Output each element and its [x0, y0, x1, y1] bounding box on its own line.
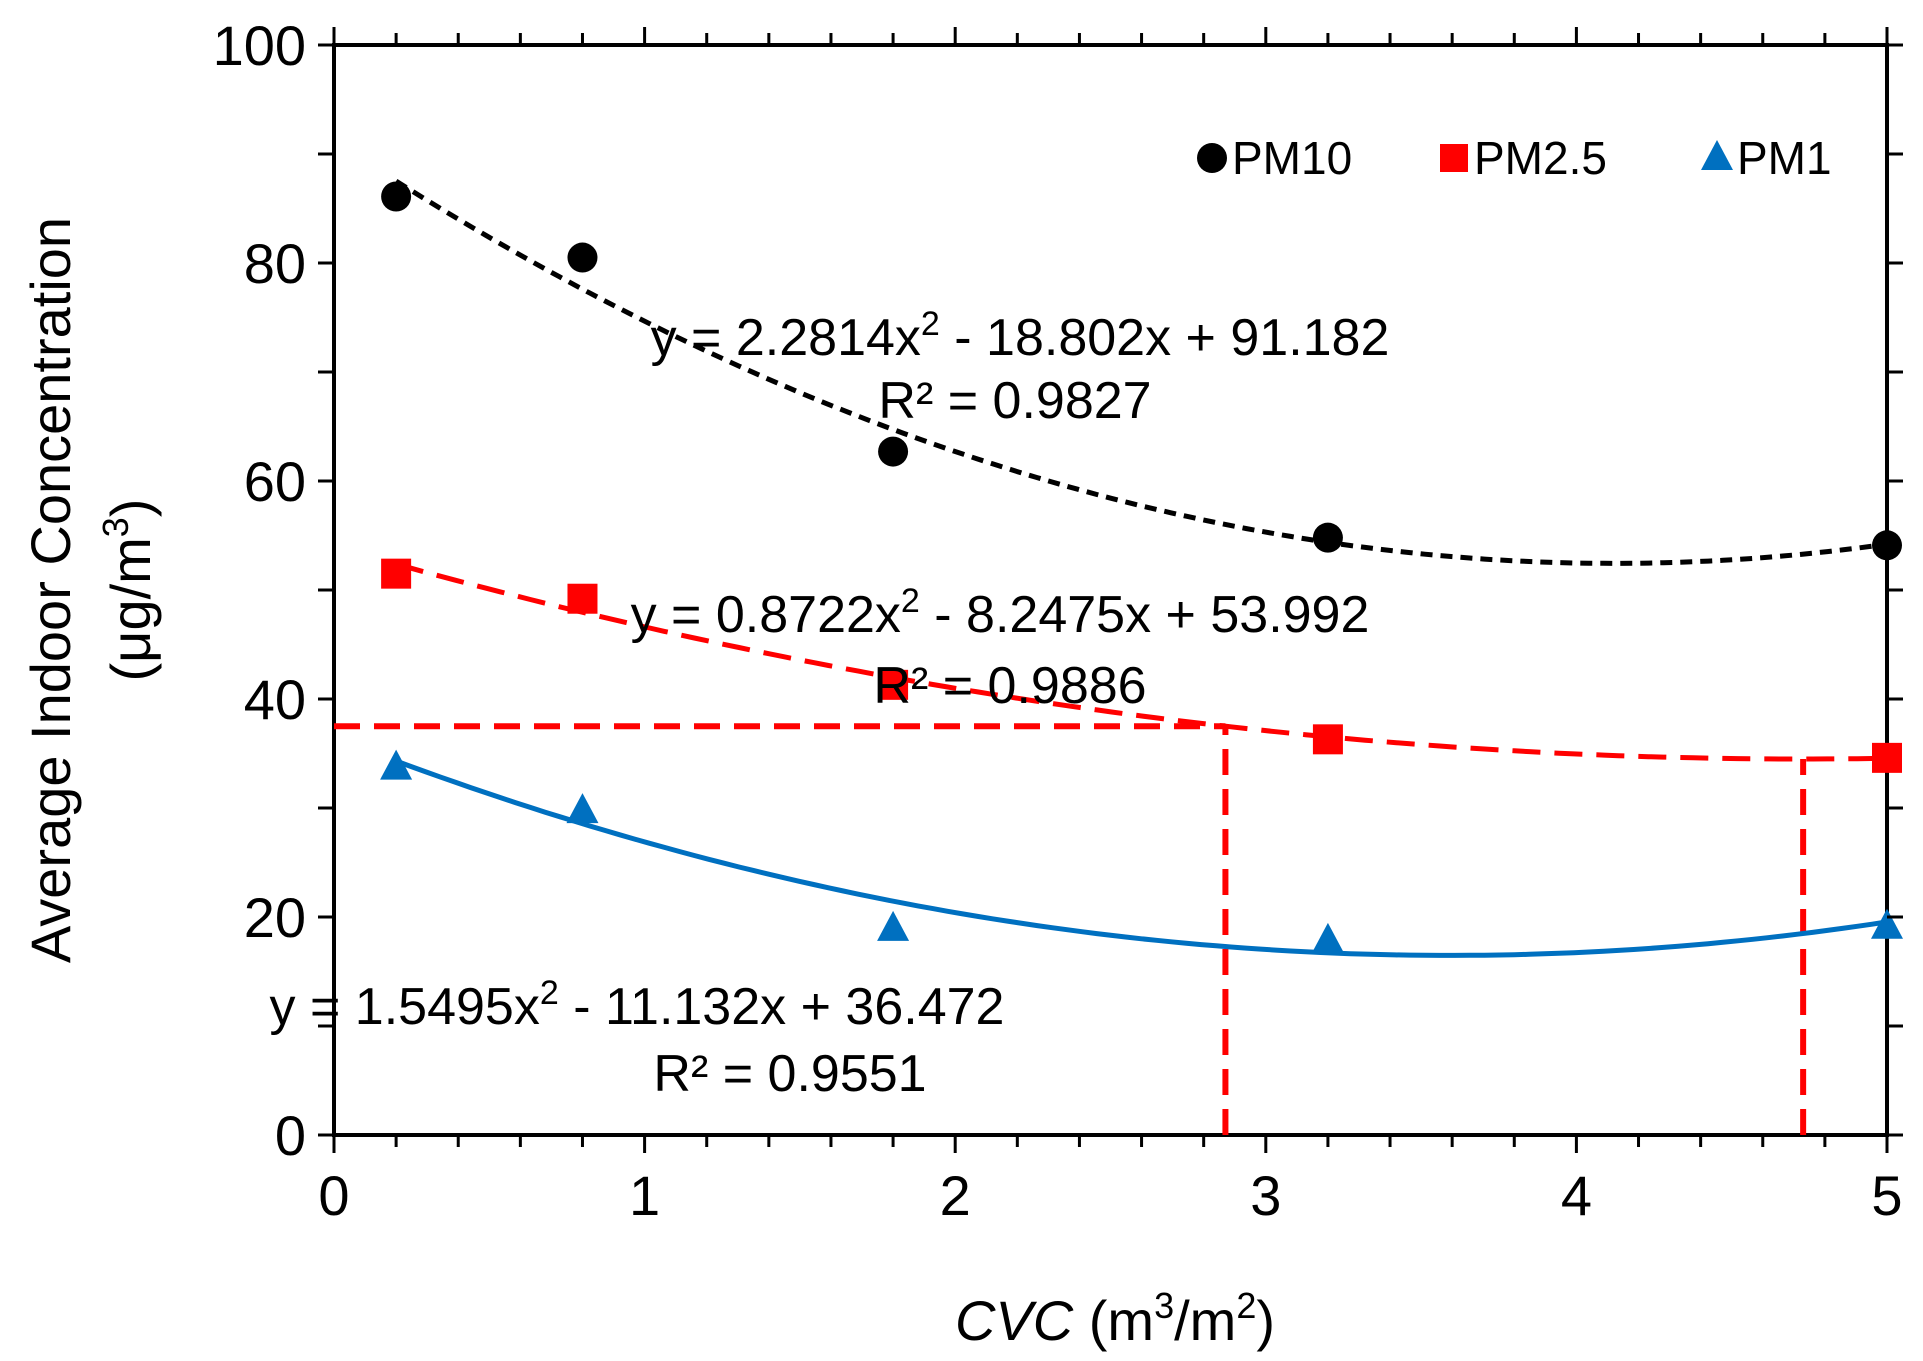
pm1-equation: y = 1.5495x2 - 11.132x + 36.472 — [270, 974, 1005, 1036]
trendline-pm25 — [395, 561, 1888, 762]
marker-pm25 — [878, 669, 909, 700]
axis-ticks — [318, 27, 1903, 1153]
y-tick-label: 0 — [275, 1104, 306, 1167]
legend-marker-pm10 — [1197, 143, 1227, 173]
marker-pm25 — [1872, 742, 1902, 773]
pm10-equation: y = 2.2814x2 - 18.802x + 91.182 — [651, 305, 1390, 367]
trendline-pm10 — [394, 178, 1888, 566]
marker-pm25 — [1312, 724, 1343, 755]
pm25-r2: R² = 0.9886 — [873, 657, 1146, 715]
x-axis-title: CVC (m3/m2) — [955, 1285, 1275, 1352]
trendlines — [394, 178, 1888, 958]
marker-pm10 — [878, 436, 909, 467]
marker-pm1 — [380, 749, 413, 780]
x-tick-label: 2 — [940, 1164, 971, 1227]
y-tick-label: 60 — [244, 450, 306, 513]
legend-label-pm25: PM2.5 — [1474, 132, 1607, 184]
x-tick-label: 5 — [1871, 1164, 1902, 1227]
marker-pm1 — [877, 910, 910, 941]
marker-pm25 — [381, 558, 412, 589]
marker-pm10 — [567, 242, 598, 273]
y-tick-label: 20 — [244, 886, 306, 949]
y-tick-label: 40 — [244, 668, 306, 731]
x-tick-label: 1 — [629, 1164, 660, 1227]
x-tick-label: 4 — [1561, 1164, 1592, 1227]
legend: PM10 PM2.5 PM1 — [1197, 132, 1832, 184]
marker-pm25 — [567, 583, 598, 614]
y-tick-label: 80 — [244, 232, 306, 295]
y-axis-title-line1: Average Indoor Concentration — [19, 217, 82, 963]
y-axis-title-line2: (μg/m3) — [95, 499, 162, 682]
pm10-r2: R² = 0.9827 — [878, 372, 1151, 430]
legend-marker-pm25 — [1440, 144, 1468, 172]
x-tick-label: 0 — [318, 1164, 349, 1227]
x-tick-label: 3 — [1250, 1164, 1281, 1227]
trendline-pm1 — [395, 758, 1888, 958]
marker-pm1 — [1871, 908, 1903, 939]
marker-pm10 — [1872, 530, 1902, 561]
legend-label-pm10: PM10 — [1232, 132, 1352, 184]
y-tick-label: 100 — [213, 14, 306, 77]
marker-pm10 — [381, 181, 412, 212]
tick-labels: 0 1 2 3 4 5 0 20 40 60 80 100 — [213, 14, 1903, 1227]
marker-pm1 — [566, 793, 599, 824]
marker-pm10 — [1312, 522, 1343, 553]
reference-lines — [334, 723, 1807, 1135]
legend-label-pm1: PM1 — [1737, 132, 1832, 184]
data-markers — [380, 181, 1903, 953]
legend-marker-pm1 — [1701, 140, 1733, 170]
pm1-r2: R² = 0.9551 — [653, 1045, 926, 1103]
marker-pm1 — [1311, 922, 1344, 953]
pm25-equation: y = 0.8722x2 - 8.2475x + 53.992 — [631, 582, 1370, 644]
